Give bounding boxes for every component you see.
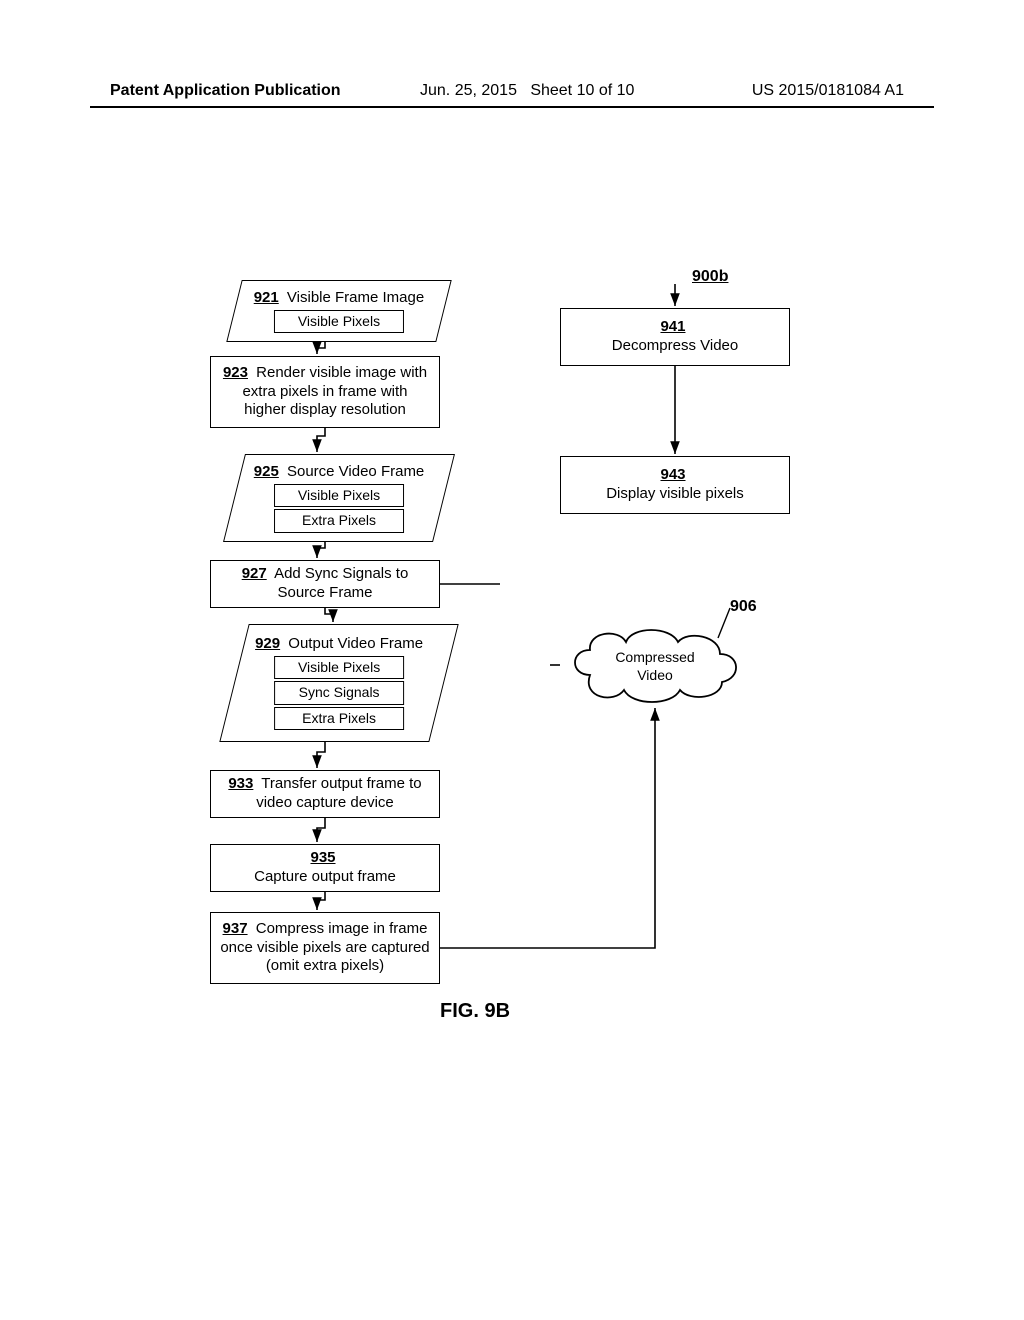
figure-label: FIG. 9B bbox=[440, 1000, 510, 1023]
connectors bbox=[0, 0, 1024, 1320]
